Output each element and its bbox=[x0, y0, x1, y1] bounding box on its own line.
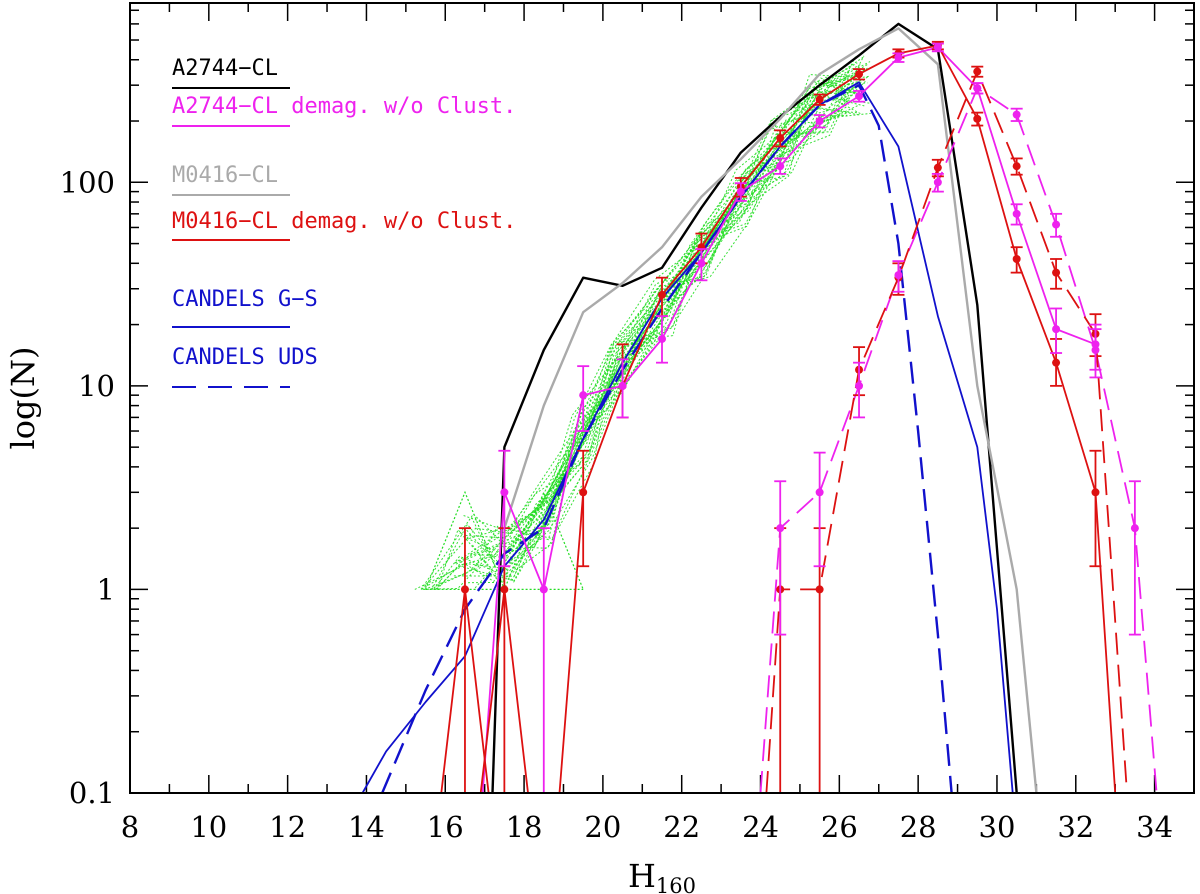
legend-label: A2744−CL bbox=[172, 56, 278, 81]
data-point bbox=[815, 488, 824, 497]
data-point bbox=[658, 290, 666, 299]
data-point bbox=[618, 381, 627, 390]
x-axis-title: H160 bbox=[628, 857, 696, 894]
data-point bbox=[855, 381, 864, 390]
series-line bbox=[491, 22, 1018, 794]
data-point bbox=[973, 67, 982, 76]
data-point bbox=[776, 162, 785, 171]
data-point bbox=[1012, 209, 1021, 218]
data-point bbox=[815, 117, 824, 126]
data-point bbox=[973, 84, 982, 93]
green-realization-line bbox=[514, 94, 871, 540]
y-tick-label: 100 bbox=[60, 165, 115, 199]
green-realization-line bbox=[472, 111, 850, 581]
data-point bbox=[933, 163, 942, 172]
green-realization-line bbox=[422, 105, 849, 590]
data-point bbox=[1052, 220, 1061, 229]
data-point bbox=[1091, 346, 1100, 355]
data-point bbox=[973, 114, 982, 123]
data-point bbox=[658, 334, 666, 343]
data-point bbox=[933, 178, 942, 187]
y-tick-label: 10 bbox=[78, 369, 115, 403]
y-axis-title: log(N) bbox=[4, 347, 42, 450]
error-bars bbox=[458, 40, 1141, 793]
legend-label: A2744−CL demag. w/o Clust. bbox=[172, 94, 516, 119]
legend-label: CANDELS UDS bbox=[172, 345, 318, 370]
green-realization-line bbox=[429, 78, 865, 590]
data-point bbox=[579, 391, 588, 400]
x-tick-label: 20 bbox=[584, 810, 621, 844]
x-tick-label: 8 bbox=[121, 810, 139, 844]
green-realization-line bbox=[454, 114, 848, 564]
x-tick-label: 16 bbox=[427, 810, 464, 844]
data-point bbox=[697, 259, 706, 268]
data-point bbox=[855, 92, 864, 101]
data-point bbox=[815, 585, 824, 594]
x-tick-label: 32 bbox=[1057, 810, 1094, 844]
data-point bbox=[894, 271, 903, 280]
plot-frame bbox=[129, 2, 1195, 794]
green-realization-line bbox=[436, 97, 865, 590]
legend-label: CANDELS G−S bbox=[172, 287, 318, 312]
legend-label: M0416−CL demag. w/o Clust. bbox=[172, 209, 516, 234]
y-tick-label: 1 bbox=[97, 572, 115, 606]
green-realization-line bbox=[512, 61, 871, 544]
y-tick-label: 0.1 bbox=[69, 776, 115, 810]
x-tick-label: 14 bbox=[348, 810, 385, 844]
x-tick-label: 28 bbox=[900, 810, 937, 844]
x-tick-label: 12 bbox=[269, 810, 306, 844]
green-realization-line bbox=[466, 87, 857, 576]
data-point bbox=[815, 95, 824, 104]
data-point bbox=[736, 187, 745, 196]
x-axis-title-subscript: 160 bbox=[656, 874, 696, 894]
x-tick-label: 26 bbox=[821, 810, 858, 844]
x-tick-label: 22 bbox=[663, 810, 700, 844]
green-realization-line bbox=[421, 81, 866, 590]
data-point bbox=[1130, 524, 1139, 533]
data-point bbox=[894, 53, 903, 62]
x-tick-label: 34 bbox=[1136, 810, 1173, 844]
legend-label: M0416−CL bbox=[172, 163, 278, 188]
series-line bbox=[503, 27, 1038, 794]
data-point bbox=[500, 488, 509, 497]
series-line bbox=[759, 87, 1158, 794]
data-point bbox=[1052, 358, 1061, 367]
data-point bbox=[1052, 325, 1061, 334]
legend: A2744−CL A2744−CL demag. w/o Clust. M0416−… bbox=[172, 56, 516, 388]
data-point bbox=[933, 43, 942, 52]
x-tick-label: 30 bbox=[979, 810, 1016, 844]
series-line bbox=[558, 44, 1117, 794]
data-point bbox=[1091, 488, 1100, 497]
x-tick-label: 24 bbox=[742, 810, 779, 844]
data-point bbox=[1052, 268, 1061, 277]
x-tick-label: 18 bbox=[506, 810, 543, 844]
green-realization-line bbox=[463, 66, 870, 555]
tick-labels: 8 10 12 14 16 18 20 22 24 26 28 30 32 34 0.1 1 10 100 bbox=[60, 165, 1173, 844]
data-point bbox=[1012, 110, 1021, 119]
data-point bbox=[1012, 254, 1021, 263]
data-point bbox=[855, 70, 864, 79]
data-point bbox=[1012, 162, 1021, 171]
data-point bbox=[776, 134, 785, 143]
x-axis-title-main: H bbox=[628, 857, 656, 894]
green-realization-line bbox=[436, 68, 867, 590]
x-tick-label: 10 bbox=[190, 810, 227, 844]
data-point bbox=[460, 585, 469, 594]
data-point bbox=[579, 488, 588, 497]
data-point bbox=[776, 524, 785, 533]
data-point bbox=[539, 585, 548, 594]
data-point bbox=[500, 585, 509, 594]
green-realization-line bbox=[508, 107, 858, 550]
green-realization-line bbox=[467, 76, 850, 584]
